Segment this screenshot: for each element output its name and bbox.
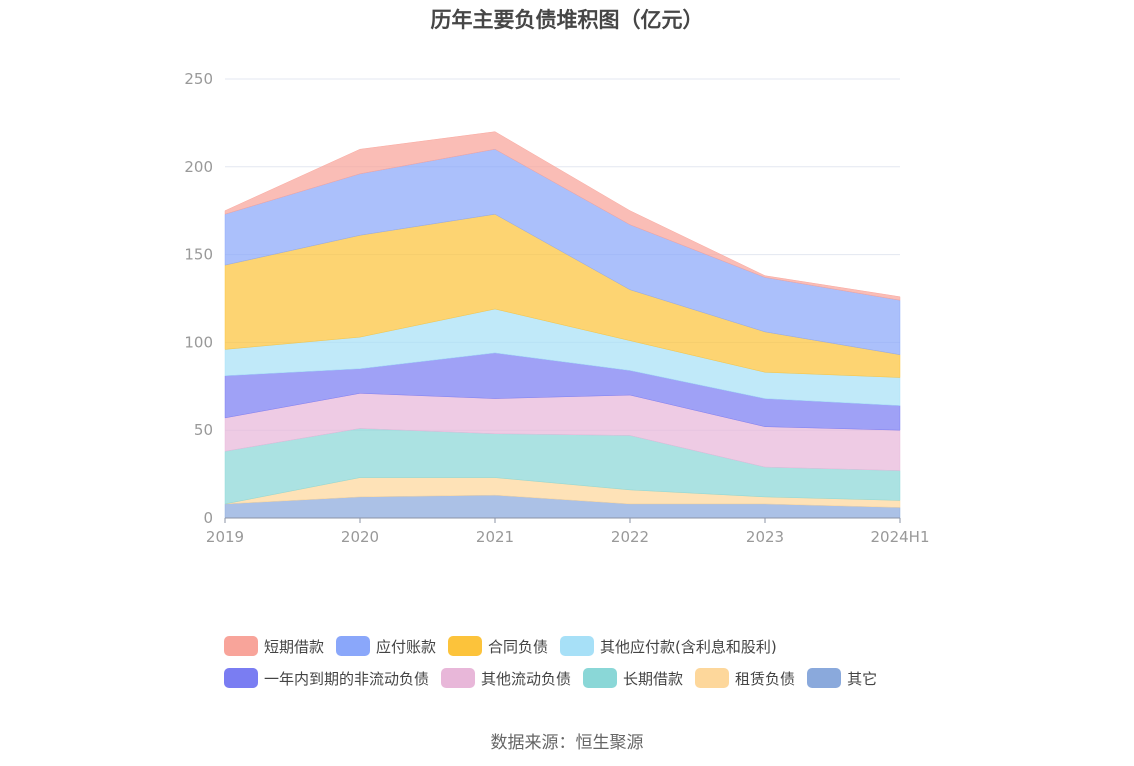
legend-swatch xyxy=(807,668,842,688)
source-note: 数据来源：恒生聚源 xyxy=(490,733,644,753)
legend-label: 租赁负债 xyxy=(735,669,796,688)
legend-item[interactable]: 其他流动负债 xyxy=(441,668,571,689)
legend-swatch xyxy=(336,636,371,656)
y-tick-label: 100 xyxy=(184,333,213,351)
x-tick-label: 2022 xyxy=(611,528,649,546)
legend-label: 其他流动负债 xyxy=(481,669,572,688)
legend-swatch xyxy=(224,636,258,656)
x-tick-label: 2021 xyxy=(476,528,514,546)
x-tick-label: 2019 xyxy=(206,528,244,546)
legend-swatch xyxy=(448,636,483,656)
y-tick-label: 50 xyxy=(194,421,213,439)
legend-item[interactable]: 短期借款 xyxy=(224,636,324,657)
legend-label: 短期借款 xyxy=(264,637,325,656)
x-tick-label: 2024H1 xyxy=(871,528,930,546)
legend-swatch xyxy=(441,668,476,688)
chart-title: 历年主要负债堆积图（亿元） xyxy=(430,8,704,32)
legend-item[interactable]: 应付账款 xyxy=(336,636,436,657)
legend-label: 其他应付款(含利息和股利) xyxy=(600,637,777,656)
legend-label: 长期借款 xyxy=(623,669,684,688)
legend-item[interactable]: 其它 xyxy=(807,668,877,689)
legend-label: 其它 xyxy=(847,669,878,688)
legend-label: 一年内到期的非流动负债 xyxy=(264,669,430,688)
legend-label: 合同负债 xyxy=(488,637,549,656)
legend-item[interactable]: 合同负债 xyxy=(448,636,548,657)
legend-swatch xyxy=(560,636,595,656)
y-tick-label: 0 xyxy=(203,509,213,527)
legend-label: 应付账款 xyxy=(376,637,437,656)
x-tick-label: 2020 xyxy=(341,528,379,546)
area-series xyxy=(224,131,901,519)
legend-row: 短期借款 应付账款 合同负债 其他应付款(含利息和股利) xyxy=(224,630,924,662)
legend-item[interactable]: 长期借款 xyxy=(583,668,683,689)
x-tick-label: 2023 xyxy=(746,528,784,546)
legend-swatch xyxy=(583,668,618,688)
legend: 短期借款 应付账款 合同负债 其他应付款(含利息和股利) 一年内到期的非流动负债 其他流… xyxy=(224,630,924,694)
stacked-area-chart: 0 50 100 150 200 250 2019 2020 2021 2022 2023 2024H… xyxy=(184,70,929,546)
y-tick-label: 150 xyxy=(184,246,213,264)
legend-swatch xyxy=(224,668,258,688)
y-tick-label: 200 xyxy=(184,158,213,176)
axes: 0 50 100 150 200 250 2019 2020 2021 2022 2023 2024H… xyxy=(184,70,929,546)
legend-item[interactable]: 其他应付款(含利息和股利) xyxy=(560,636,777,657)
legend-item[interactable]: 一年内到期的非流动负债 xyxy=(224,668,429,689)
legend-row: 一年内到期的非流动负债 其他流动负债 长期借款 租赁负债 其它 xyxy=(224,662,924,694)
legend-swatch xyxy=(695,668,730,688)
area-短期借款 xyxy=(224,131,901,301)
y-tick-label: 250 xyxy=(184,70,213,88)
legend-item[interactable]: 租赁负债 xyxy=(695,668,795,689)
